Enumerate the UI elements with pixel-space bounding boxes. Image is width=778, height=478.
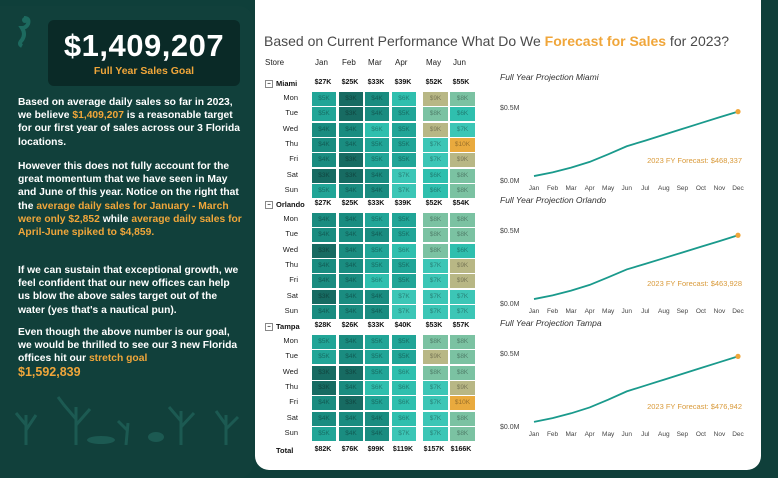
stretch-goal-amount: $1,592,839 (18, 364, 81, 379)
text: However this does not fully account for … (18, 161, 239, 212)
highlight-q1: average daily sales for January - March … (18, 200, 229, 225)
highlight-q2: average daily sales for April-June spike… (18, 213, 242, 239)
text: Even though the above number is our goal… (18, 327, 238, 365)
seahorse-icon (18, 16, 31, 48)
title-text: for 2023? (666, 33, 730, 49)
paragraph-1: Based on average daily sales so far in 2… (18, 96, 244, 149)
paragraph-4: Even though the above number is our goal… (18, 326, 244, 380)
forecast-panel (255, 0, 761, 470)
highlight-stretch: stretch goal (88, 353, 148, 365)
text: If we can sustain that exceptional growt… (18, 265, 239, 316)
goal-label: Full Year Sales Goal (93, 65, 195, 77)
title-highlight: Forecast for Sales (544, 33, 667, 49)
text: while (99, 213, 132, 225)
coral-decoration (14, 396, 240, 445)
page-title: Based on Current Performance What Do We … (264, 33, 729, 49)
title-text: Based on Current Performance What Do We (264, 33, 545, 49)
goal-card: $1,409,207 Full Year Sales Goal (48, 20, 240, 86)
highlight-goal: $1,409,207 (72, 110, 124, 122)
paragraph-3: If we can sustain that exceptional growt… (18, 264, 244, 317)
goal-amount: $1,409,207 (63, 28, 225, 63)
text: Based on average daily sales so far in 2… (18, 97, 233, 122)
paragraph-2: However this does not fully account for … (18, 160, 244, 239)
text: is a reasonable target for our first yea… (18, 110, 241, 148)
